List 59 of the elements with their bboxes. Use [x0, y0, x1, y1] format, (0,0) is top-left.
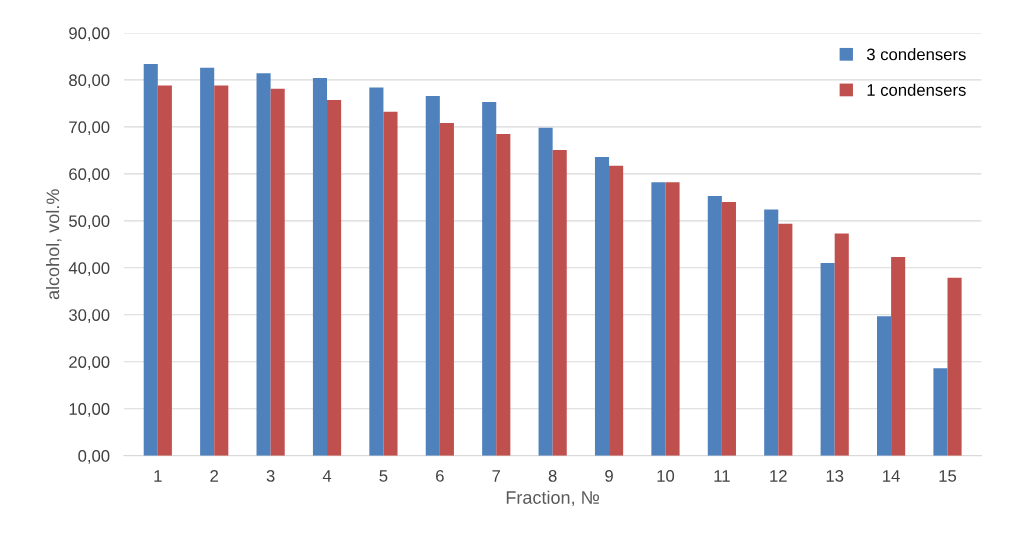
bar: [482, 101, 497, 456]
x-tick-label: 12: [770, 470, 787, 482]
x-tick-label: 2: [210, 470, 219, 482]
y-tick-label: 0,00: [78, 450, 110, 464]
y-axis-title: alcohol, vol.%: [45, 189, 62, 300]
bar: [877, 316, 892, 456]
legend-label: 1 condensers: [867, 83, 966, 96]
bar: [312, 78, 328, 456]
bar: [143, 63, 158, 456]
bar: [425, 95, 440, 456]
bar: [369, 87, 384, 456]
legend-label: 3 condensers: [866, 48, 966, 61]
bar: [327, 100, 342, 456]
bar: [157, 85, 172, 456]
bar: [933, 368, 948, 456]
bar: [651, 182, 666, 456]
bar: [200, 67, 215, 456]
bar: [891, 256, 906, 456]
x-tick-label: 10: [657, 470, 675, 482]
x-tick-label: 9: [605, 470, 613, 482]
x-tick-label: 13: [826, 470, 844, 482]
x-tick-label: 8: [548, 470, 557, 482]
y-tick-label: 80,00: [69, 74, 110, 89]
bar: [594, 156, 610, 456]
y-tick-label: 50,00: [69, 215, 110, 229]
bar: [538, 127, 553, 456]
bar: [764, 209, 779, 456]
bar: [820, 263, 835, 456]
x-tick-label: 11: [714, 470, 730, 482]
y-tick-label: 90,00: [69, 27, 110, 42]
bar: [947, 277, 962, 456]
bar: [707, 195, 722, 456]
bar: [256, 73, 271, 456]
x-tick-label: 7: [492, 470, 501, 482]
bar: [270, 88, 285, 456]
bar: [665, 182, 680, 456]
x-tick-label: 3: [266, 470, 275, 482]
y-tick-label: 40,00: [68, 262, 110, 276]
x-tick-label: 4: [322, 470, 332, 482]
y-tick-label: 30,00: [69, 309, 110, 323]
bar: [609, 165, 624, 456]
bar: [383, 111, 398, 456]
bar: [214, 85, 229, 456]
x-tick-label: 14: [883, 470, 900, 482]
bar: [552, 149, 567, 456]
y-tick-label: 10,00: [69, 403, 110, 417]
x-axis-title: Fraction, №: [506, 490, 600, 507]
y-tick-label: 20,00: [69, 356, 110, 370]
bar: [496, 133, 511, 456]
y-tick-label: 60,00: [69, 168, 110, 183]
x-tick-label: 15: [939, 470, 957, 482]
y-tick-label: 70,00: [69, 121, 110, 136]
bar: [834, 233, 849, 456]
x-tick-label: 5: [379, 470, 388, 482]
x-tick-label: 1: [154, 470, 162, 482]
bar: [439, 123, 454, 456]
bar: [778, 223, 793, 456]
bar: [721, 202, 736, 456]
x-tick-label: 6: [436, 470, 444, 482]
